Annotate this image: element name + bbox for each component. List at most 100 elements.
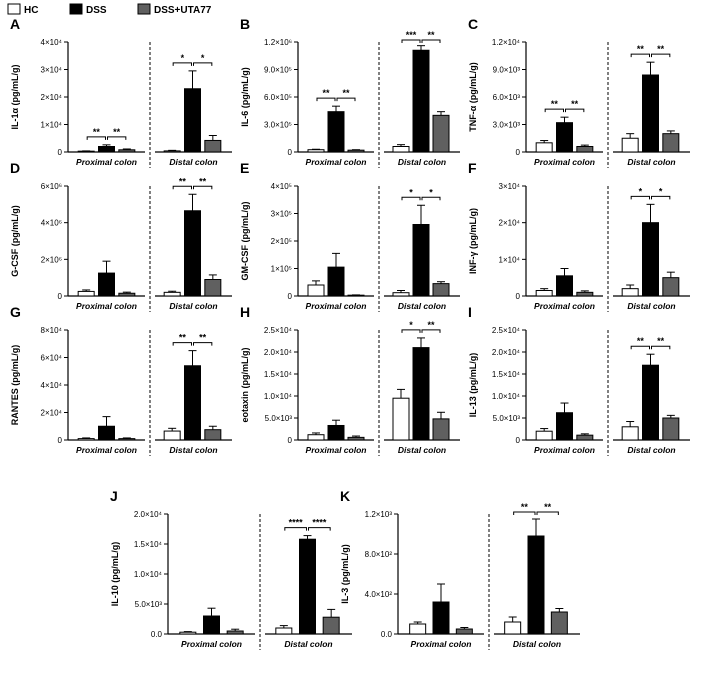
bar-hc-0 bbox=[307, 149, 325, 153]
legend-label-1: DSS bbox=[86, 5, 107, 16]
y-tick-label: 4×10⁵ bbox=[271, 182, 292, 191]
group-label-0: Proximal colon bbox=[76, 445, 137, 455]
y-tick-label: 0 bbox=[516, 148, 521, 157]
y-tick-label: 3×10⁵ bbox=[271, 210, 292, 219]
significance-label: ** bbox=[199, 176, 207, 186]
significance-label: ** bbox=[342, 88, 350, 98]
y-tick-label: 1.2×10³ bbox=[365, 510, 393, 519]
y-tick-label: 4×10⁶ bbox=[41, 219, 62, 228]
y-tick-label: 9.0×10³ bbox=[493, 66, 521, 75]
panel-c: C 0 3.0×10³ 6.0×10³ 9.0×10³ 1.2×10⁴ TNF-α (pg/… bbox=[468, 16, 690, 168]
significance-label: ** bbox=[637, 44, 645, 54]
panel-f: F 0 1×10⁴ 2×10⁴ 3×10⁴ INF-γ (pg/mL/g) Proximal… bbox=[468, 160, 690, 312]
significance-label: ** bbox=[427, 30, 435, 40]
y-tick-label: 0 bbox=[288, 148, 293, 157]
bar-dss-0 bbox=[98, 146, 115, 153]
y-tick-label: 1.2×10⁴ bbox=[492, 38, 521, 47]
bar-dss-1 bbox=[642, 222, 659, 297]
group-label-1: Distal colon bbox=[169, 301, 217, 311]
bar-dss-0 bbox=[98, 272, 115, 297]
significance-label: * bbox=[201, 53, 205, 63]
significance-bracket bbox=[172, 185, 192, 190]
significance-bracket bbox=[651, 195, 671, 200]
panel-g: G 0 2×10⁴ 4×10⁴ 6×10⁴ 8×10⁴ RANTES (pg/mL/g) Pr… bbox=[10, 304, 232, 456]
group-label-1: Distal colon bbox=[169, 445, 217, 455]
bar-dss-1 bbox=[642, 364, 659, 441]
y-tick-label: 2×10⁴ bbox=[499, 219, 521, 228]
y-tick-label: 8.0×10² bbox=[365, 550, 393, 559]
legend-swatch-1 bbox=[69, 3, 83, 15]
bar-dssuta77-1 bbox=[432, 114, 450, 153]
y-tick-label: 0 bbox=[58, 292, 63, 301]
y-tick-label: 0 bbox=[288, 436, 293, 445]
group-label-0: Proximal colon bbox=[411, 639, 472, 649]
significance-bracket bbox=[513, 511, 536, 515]
significance-bracket bbox=[630, 345, 650, 350]
bar-hc-1 bbox=[163, 291, 181, 297]
group-label-1: Distal colon bbox=[398, 445, 446, 455]
y-tick-label: 1×10⁴ bbox=[499, 255, 521, 264]
y-tick-label: 1.0×10⁴ bbox=[264, 392, 293, 401]
significance-bracket bbox=[193, 342, 213, 346]
significance-bracket bbox=[172, 342, 192, 346]
significance-label: ** bbox=[199, 333, 207, 343]
y-axis-label: RANTES (pg/mL/g) bbox=[10, 345, 20, 426]
bar-hc-1 bbox=[392, 292, 410, 297]
panel-label: F bbox=[468, 160, 477, 176]
panel-label: K bbox=[340, 488, 350, 504]
bar-dssuta77-1 bbox=[662, 277, 680, 297]
bar-dssuta77-0 bbox=[455, 628, 473, 635]
panel-label: H bbox=[240, 304, 250, 320]
significance-bracket bbox=[565, 108, 585, 113]
bar-hc-0 bbox=[535, 290, 553, 297]
significance-bracket bbox=[193, 62, 213, 66]
group-label-1: Distal colon bbox=[627, 445, 675, 455]
y-axis-label: IL-1α (pg/mL/g) bbox=[10, 64, 20, 129]
significance-label: * bbox=[639, 186, 643, 196]
panel-label: G bbox=[10, 304, 21, 320]
panel-e: E 0 1×10⁵ 2×10⁵ 3×10⁵ 4×10⁵ GM-CSF (pg/mL/g) Pr… bbox=[240, 160, 460, 312]
y-tick-label: 0 bbox=[516, 436, 521, 445]
bar-hc-1 bbox=[275, 627, 293, 635]
significance-bracket bbox=[308, 527, 331, 531]
y-tick-label: 0 bbox=[516, 292, 521, 301]
y-tick-label: 1.0×10⁴ bbox=[492, 392, 521, 401]
bar-dssuta77-0 bbox=[576, 291, 594, 297]
group-label-0: Proximal colon bbox=[306, 445, 367, 455]
y-tick-label: 4×10⁴ bbox=[41, 381, 63, 390]
group-label-0: Proximal colon bbox=[306, 157, 367, 167]
y-tick-label: 2.0×10⁴ bbox=[134, 510, 163, 519]
panel-k: K 0.0 4.0×10² 8.0×10² 1.2×10³ IL-3 (pg/mL/g) P… bbox=[340, 488, 580, 650]
bar-hc-0 bbox=[179, 631, 197, 635]
significance-bracket bbox=[421, 329, 441, 333]
significance-bracket bbox=[421, 196, 441, 201]
bar-dss-1 bbox=[184, 210, 201, 297]
bar-dssuta77-1 bbox=[662, 133, 680, 153]
bar-dss-1 bbox=[184, 365, 201, 441]
significance-bracket bbox=[421, 39, 441, 43]
bar-hc-1 bbox=[504, 621, 522, 635]
y-tick-label: 0.0 bbox=[151, 630, 163, 639]
bar-dss-0 bbox=[98, 425, 115, 441]
legend-swatch-2 bbox=[137, 3, 151, 15]
bar-dss-0 bbox=[556, 275, 573, 297]
panel-label: I bbox=[468, 304, 472, 320]
y-axis-label: eotaxin (pg/mL/g) bbox=[240, 348, 250, 423]
group-label-1: Distal colon bbox=[627, 301, 675, 311]
significance-label: * bbox=[429, 187, 433, 197]
legend-label-2: DSS+UTA77 bbox=[154, 5, 212, 16]
y-tick-label: 3×10⁴ bbox=[41, 66, 63, 75]
y-tick-label: 1.5×10⁴ bbox=[264, 370, 293, 379]
bar-dssuta77-0 bbox=[226, 630, 244, 635]
bar-dssuta77-1 bbox=[204, 139, 222, 153]
significance-label: ** bbox=[571, 99, 579, 109]
panel-d: D 0 2×10⁶ 4×10⁶ 6×10⁶ G-CSF (pg/mL/g) Proximal… bbox=[10, 160, 232, 312]
significance-bracket bbox=[172, 62, 192, 66]
bar-dss-0 bbox=[556, 412, 573, 441]
bar-hc-0 bbox=[409, 623, 427, 635]
significance-bracket bbox=[651, 53, 671, 58]
bar-dssuta77-0 bbox=[576, 434, 594, 441]
y-axis-label: IL-6 (pg/mL/g) bbox=[240, 67, 250, 127]
y-axis-label: TNF-α (pg/mL/g) bbox=[468, 62, 478, 132]
y-tick-label: 9.0×10⁵ bbox=[264, 66, 292, 75]
